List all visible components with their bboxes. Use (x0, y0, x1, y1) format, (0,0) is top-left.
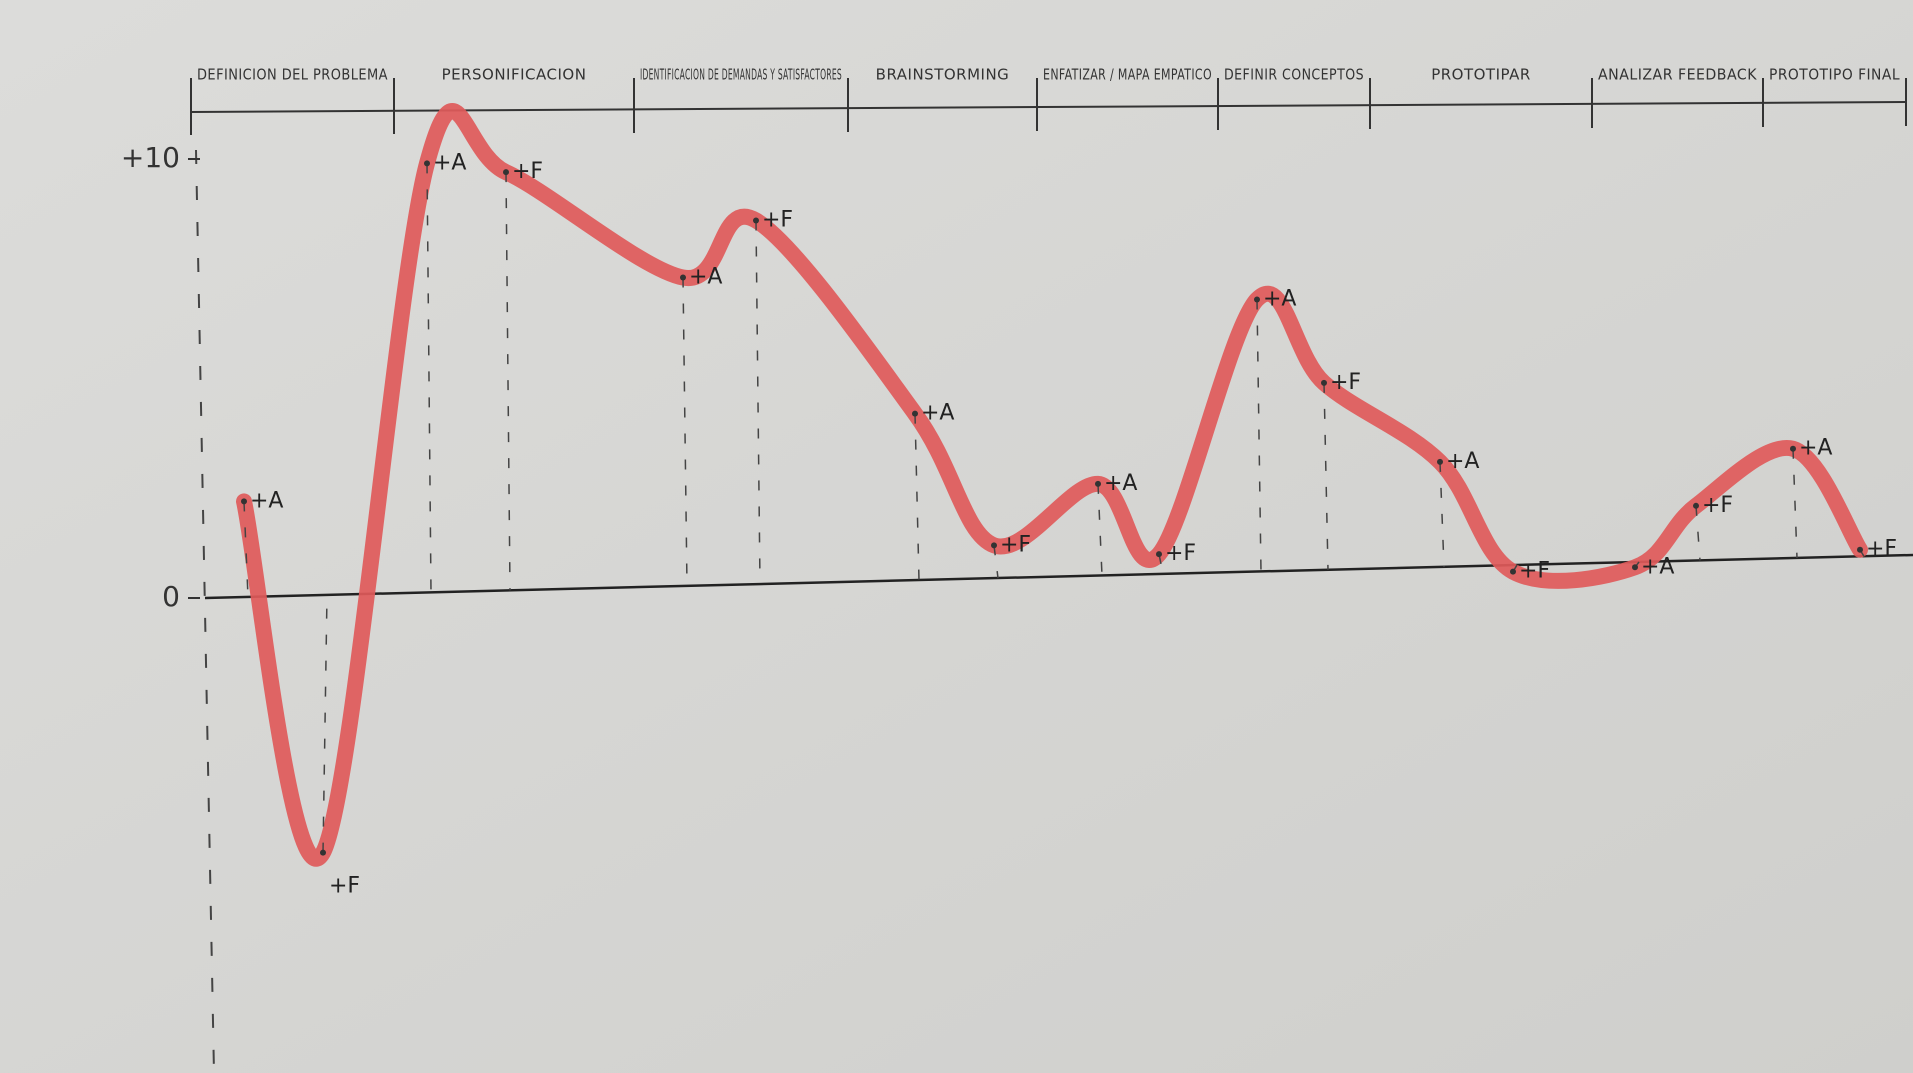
phase-label: DEFINIR CONCEPTOS (1224, 66, 1364, 84)
point-label: +F (329, 874, 360, 899)
y-tick-label: +10 (121, 141, 180, 174)
point-label: +A (689, 265, 722, 290)
point (1437, 459, 1443, 465)
phase-label: BRAINSTORMING (876, 66, 1010, 84)
point (503, 169, 509, 175)
point-label: +F (1000, 532, 1031, 557)
phase-label: ANALIZAR FEEDBACK (1598, 66, 1758, 84)
paper (0, 0, 1913, 1073)
point (424, 160, 430, 166)
point (753, 217, 759, 223)
point (1857, 547, 1863, 553)
point (1632, 564, 1638, 570)
point-label: +A (250, 488, 283, 513)
point (1321, 380, 1327, 386)
point (1790, 446, 1796, 452)
phase-label: ENFATIZAR / MAPA EMPATICO (1043, 66, 1212, 84)
point-label: +F (1519, 559, 1550, 584)
phase-label: PERSONIFICACION (442, 66, 587, 84)
point-label: +F (1702, 493, 1733, 518)
point (680, 275, 686, 281)
phase-label: DEFINICION DEL PROBLEMA (197, 66, 388, 84)
point (241, 498, 247, 504)
point-label: +F (512, 159, 543, 184)
point (1254, 296, 1260, 302)
point-label: +F (762, 207, 793, 232)
point (320, 850, 326, 856)
point-label: +A (1641, 554, 1674, 579)
point (991, 542, 997, 548)
phase-label: PROTOTIPO FINAL (1769, 66, 1900, 84)
point-label: +F (1866, 537, 1897, 562)
phase-label: PROTOTIPAR (1431, 66, 1531, 84)
point-label: +A (1104, 471, 1137, 496)
point (1693, 503, 1699, 509)
point (1156, 551, 1162, 557)
point (912, 411, 918, 417)
phase-label: IDENTIFICACION DE DEMANDAS Y SATISFACTOR… (640, 66, 842, 84)
point-label: +F (1330, 370, 1361, 395)
point-label: +A (1799, 436, 1832, 461)
point-label: +A (433, 150, 466, 175)
point-label: +A (921, 401, 954, 426)
point (1510, 569, 1516, 575)
point-label: +F (1165, 541, 1196, 566)
point (1095, 481, 1101, 487)
point-label: +A (1446, 449, 1479, 474)
y-tick-label: 0 (162, 580, 180, 613)
chart: DEFINICION DEL PROBLEMA PERSONIFICACION ID… (0, 0, 1913, 1073)
point-label: +A (1263, 286, 1296, 311)
